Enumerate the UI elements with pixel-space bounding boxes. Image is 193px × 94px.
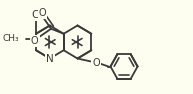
Text: CH₃: CH₃ (3, 34, 19, 43)
Text: O: O (92, 58, 100, 67)
Text: O: O (39, 8, 46, 18)
Text: O: O (31, 36, 38, 46)
Text: Cl: Cl (32, 10, 42, 20)
Text: N: N (46, 53, 54, 64)
